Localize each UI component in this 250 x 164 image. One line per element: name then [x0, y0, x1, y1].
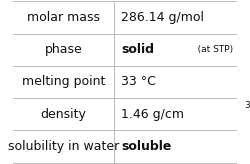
Text: solid: solid — [121, 43, 154, 56]
Text: melting point: melting point — [22, 75, 105, 89]
Text: 286.14 g/mol: 286.14 g/mol — [121, 11, 204, 24]
Text: (at STP): (at STP) — [189, 45, 234, 54]
Text: 33 °C: 33 °C — [121, 75, 156, 89]
Text: molar mass: molar mass — [27, 11, 100, 24]
Text: solubility in water: solubility in water — [8, 140, 119, 153]
Text: density: density — [41, 108, 86, 121]
Text: soluble: soluble — [121, 140, 172, 153]
Text: phase: phase — [45, 43, 82, 56]
Text: 1.46 g/cm: 1.46 g/cm — [121, 108, 184, 121]
Text: 3: 3 — [244, 101, 250, 110]
